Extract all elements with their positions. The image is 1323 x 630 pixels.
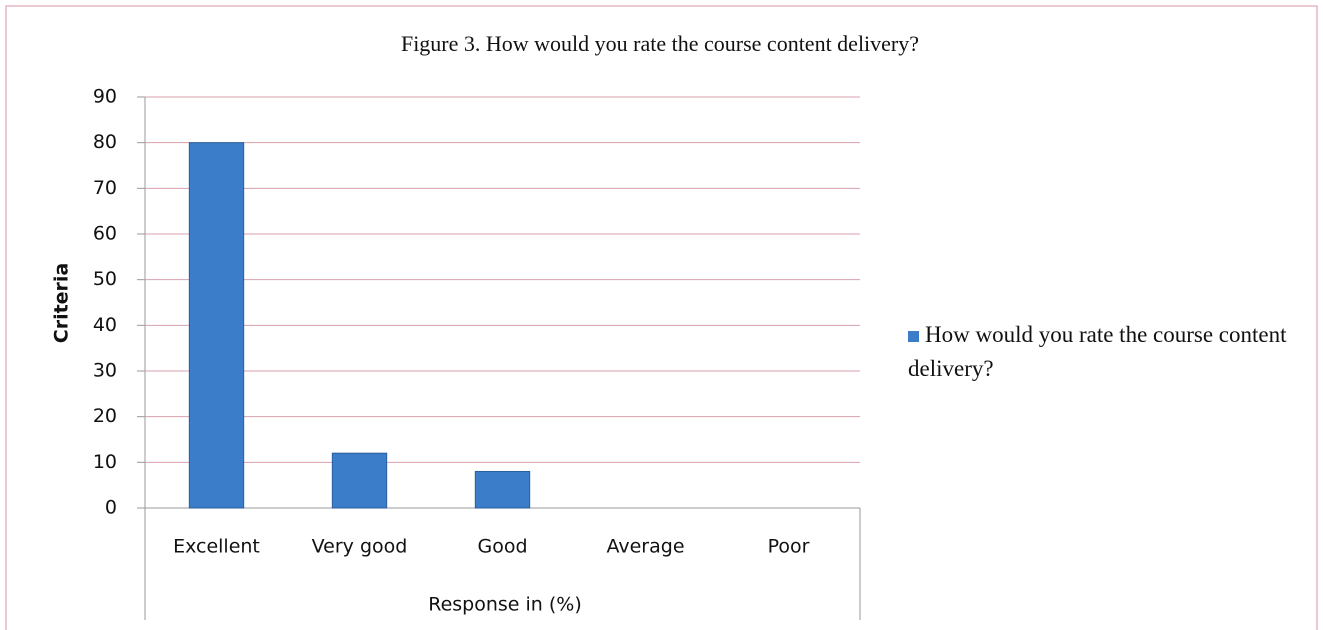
y-tick-label: 10 <box>93 451 117 473</box>
y-tick-label: 40 <box>93 314 117 336</box>
x-tick-label: Very good <box>312 536 408 558</box>
y-tick-label: 50 <box>93 268 117 290</box>
y-tick-label: 60 <box>93 223 117 245</box>
x-tick-label: Excellent <box>173 536 260 558</box>
y-tick-label: 80 <box>93 131 117 153</box>
y-axis-label: Criteria <box>51 263 73 344</box>
legend-marker <box>908 331 919 343</box>
x-tick-label: Good <box>477 536 527 558</box>
y-tick-label: 0 <box>105 497 117 519</box>
x-axis-label: Response in (%) <box>428 594 582 616</box>
x-tick-label: Poor <box>768 536 810 558</box>
y-tick-label: 30 <box>93 360 117 382</box>
x-tick-label: Average <box>606 536 684 558</box>
chart-title: Figure 3. How would you rate the course … <box>401 31 919 56</box>
bar <box>188 142 245 509</box>
y-tick-label: 20 <box>93 405 117 427</box>
bar <box>474 470 531 509</box>
legend-label: How would you rate the course content de… <box>908 322 1287 381</box>
legend: How would you rate the course content de… <box>908 318 1308 386</box>
y-tick-label: 70 <box>93 177 117 199</box>
bar <box>331 452 388 509</box>
chart-border <box>5 5 1318 630</box>
y-tick-label: 90 <box>93 86 117 108</box>
